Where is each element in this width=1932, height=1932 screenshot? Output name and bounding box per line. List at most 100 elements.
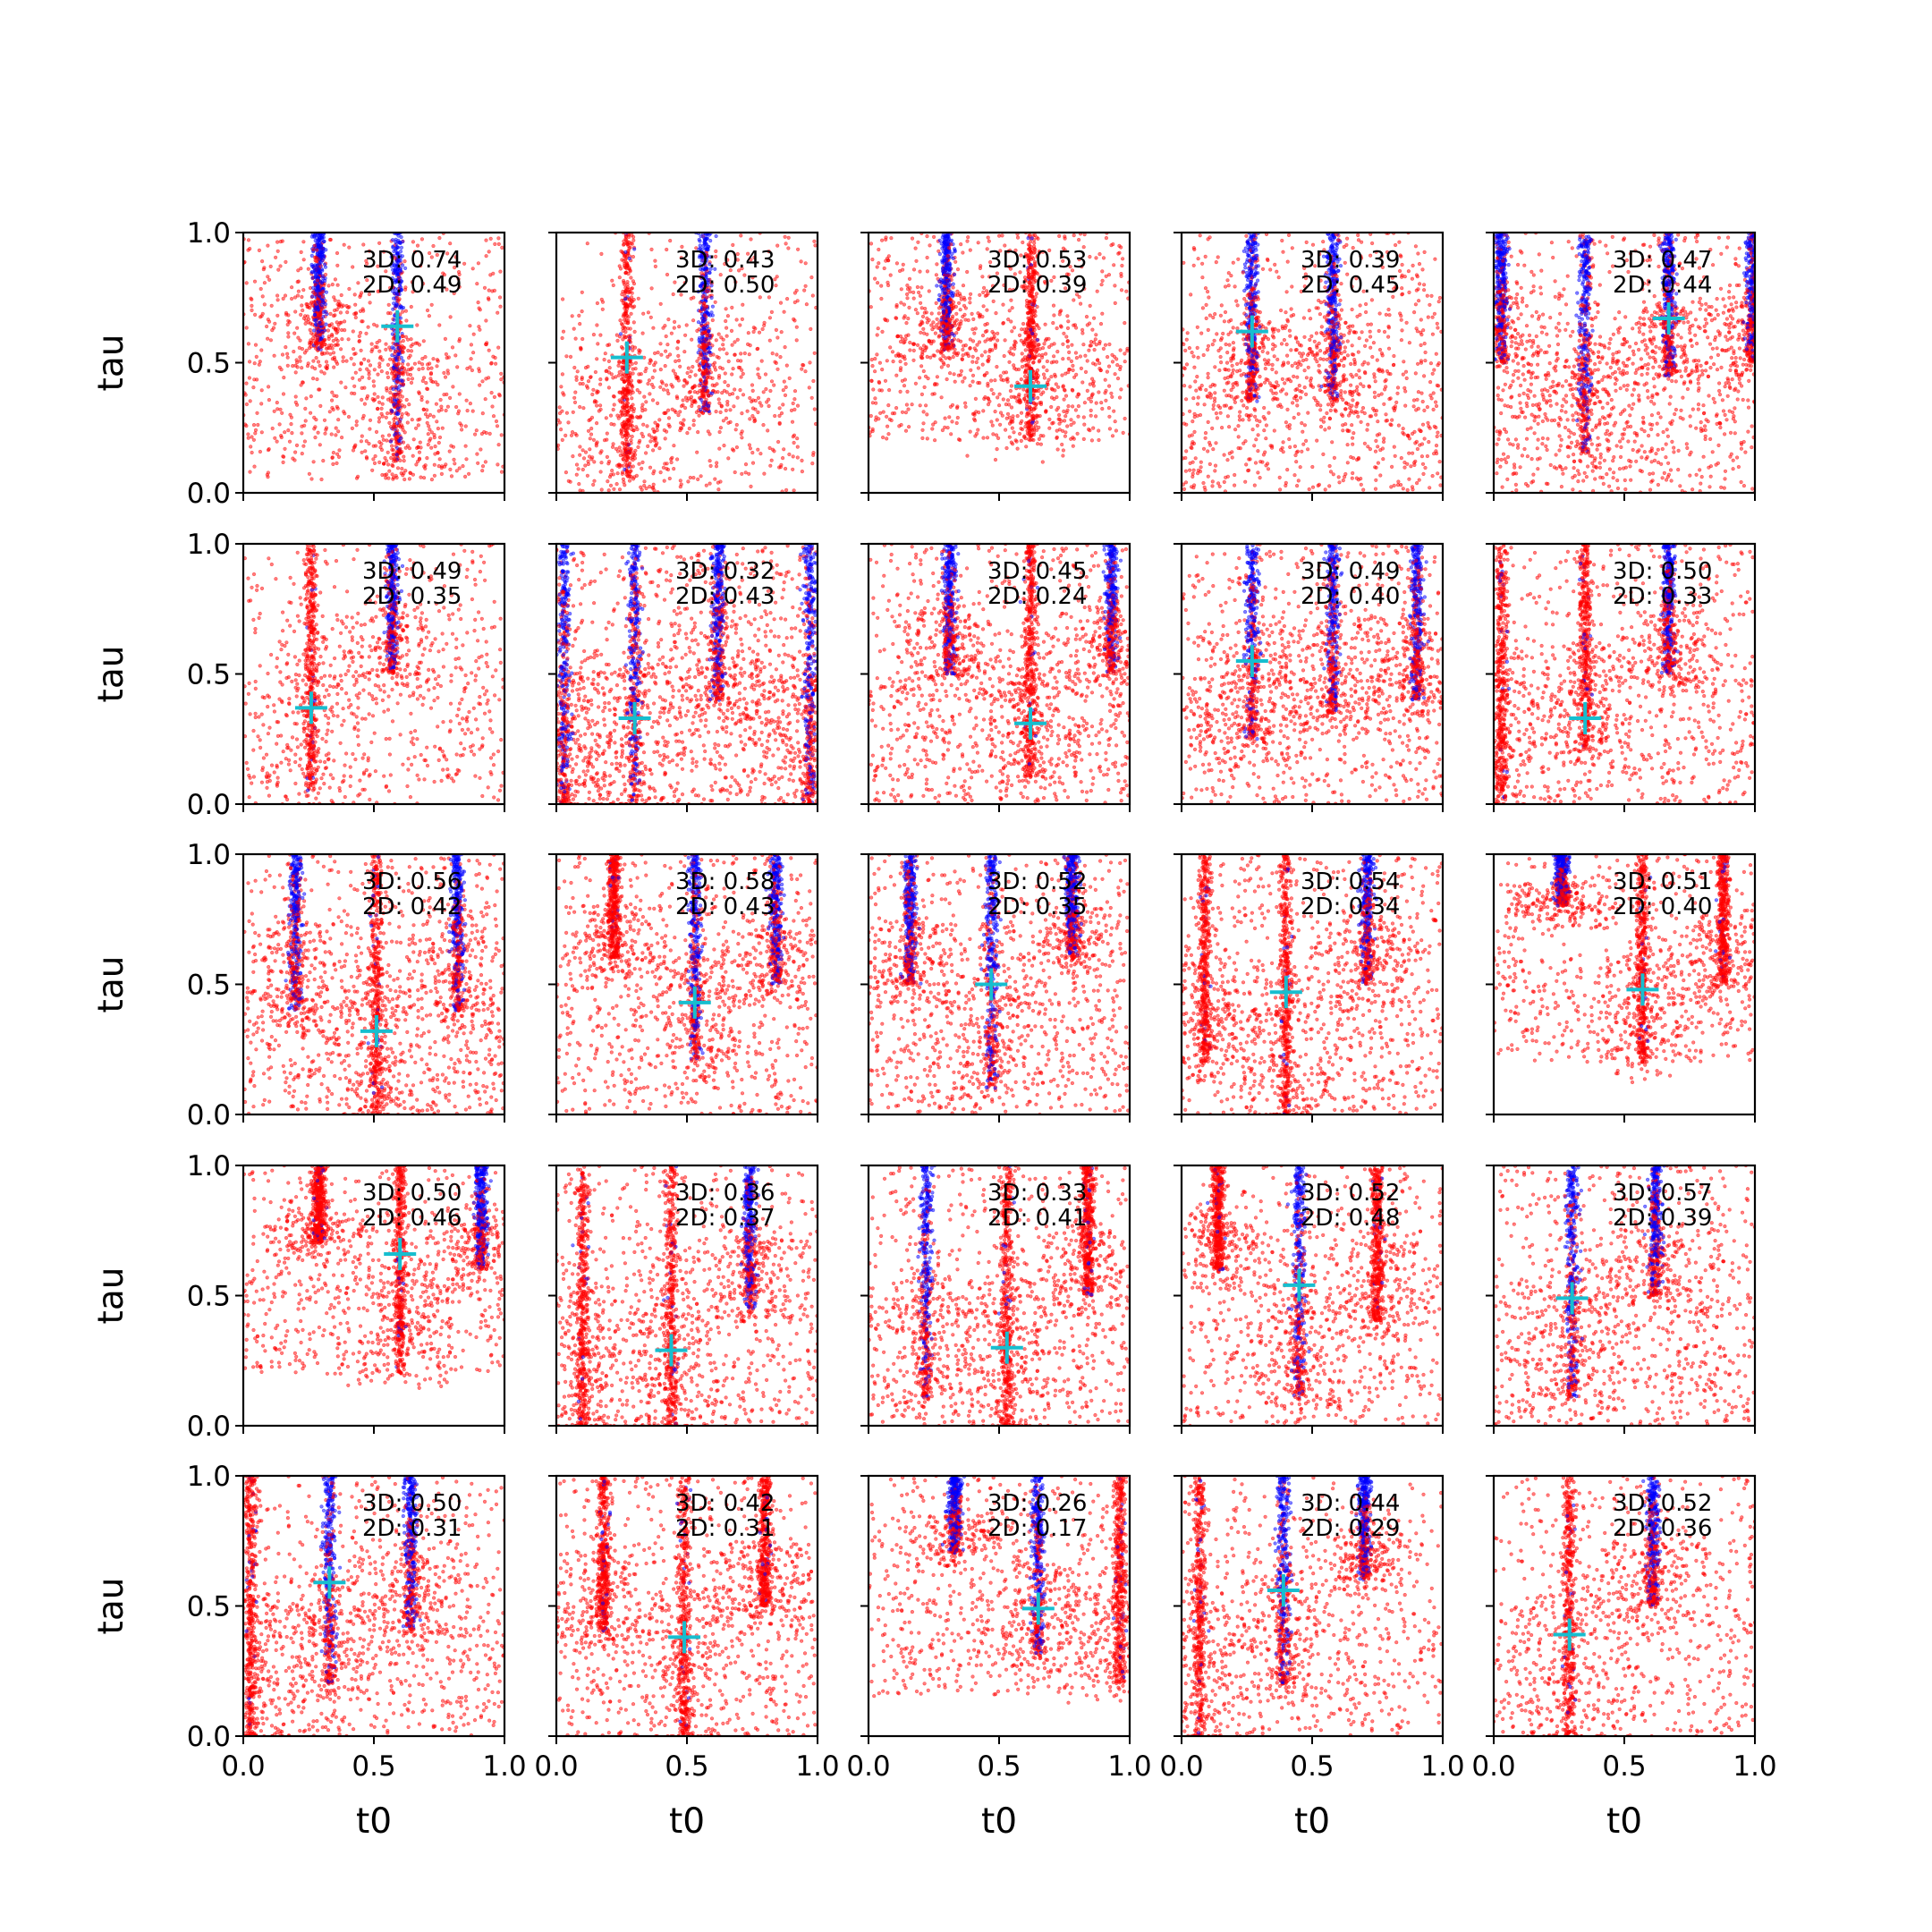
scatter-point <box>787 452 792 457</box>
scatter-point <box>301 240 306 244</box>
scatter-point <box>1059 325 1063 329</box>
scatter-point <box>335 320 339 325</box>
scatter-point <box>265 324 269 329</box>
scatter-point <box>977 340 982 344</box>
scatter-point <box>328 352 333 356</box>
scatter-point <box>429 445 434 450</box>
scatter-point <box>875 281 880 285</box>
scatter-point <box>324 290 329 294</box>
scatter-point <box>420 378 425 384</box>
scatter-point <box>631 464 635 469</box>
scatter-point <box>406 348 411 353</box>
scatter-point <box>322 240 326 244</box>
scatter-point <box>261 267 266 272</box>
scatter-point <box>869 242 874 246</box>
scatter-point <box>966 235 970 240</box>
scatter-point <box>470 351 476 355</box>
scatter-point <box>704 295 709 300</box>
scatter-point <box>428 371 434 376</box>
scatter-point <box>335 338 340 343</box>
scatter-point <box>445 356 449 360</box>
scatter-point <box>397 384 402 388</box>
scatter-point <box>916 290 921 295</box>
scatter-point <box>1106 406 1111 411</box>
scatter-point <box>920 436 925 441</box>
scatter-point <box>659 379 664 384</box>
scatter-point <box>351 329 355 334</box>
scatter-point <box>316 308 321 312</box>
scatter-point <box>702 406 707 411</box>
scatter-point <box>374 429 379 435</box>
scatter-point <box>437 236 442 241</box>
scatter-point <box>764 386 768 392</box>
scatter-point <box>466 471 471 476</box>
scatter-point <box>368 301 372 305</box>
scatter-point <box>600 307 605 311</box>
scatter-point <box>675 396 680 401</box>
scatter-point <box>386 411 390 416</box>
scatter-point <box>699 474 703 479</box>
scatter-point <box>908 285 912 291</box>
scatter-point <box>1121 430 1125 436</box>
scatter-point <box>978 381 982 386</box>
scatter-point <box>747 443 752 447</box>
scatter-point <box>886 388 892 393</box>
scatter-point <box>794 338 799 343</box>
scatter-point <box>313 258 318 263</box>
scatter-point <box>716 397 721 402</box>
scatter-point <box>295 402 300 407</box>
scatter-point <box>317 238 321 242</box>
scatter-point <box>269 303 274 308</box>
scatter-point <box>987 348 992 352</box>
scatter-points <box>556 233 818 493</box>
scatter-point <box>409 349 414 353</box>
scatter-point <box>329 343 334 348</box>
scatter-point <box>1061 342 1065 346</box>
scatter-point <box>1010 329 1014 334</box>
scatter-point <box>995 447 999 452</box>
scatter-point <box>442 393 446 397</box>
scatter-point <box>945 332 949 336</box>
scatter-point <box>391 475 396 480</box>
scatter-point <box>333 313 337 318</box>
scatter-point <box>253 428 258 433</box>
scatter-point <box>779 411 784 416</box>
scatter-point <box>746 331 750 335</box>
scatter-point <box>248 360 252 364</box>
scatter-point <box>908 290 912 294</box>
scatter-point <box>713 300 717 304</box>
scatter-point <box>564 411 570 415</box>
scatter-point <box>360 375 365 379</box>
scatter-point <box>630 286 635 291</box>
scatter-point <box>379 369 384 374</box>
scatter-point <box>317 316 321 320</box>
scatter-point <box>267 447 271 452</box>
scatter-point <box>807 386 811 390</box>
scatter-point <box>407 477 412 481</box>
scatter-point <box>1042 279 1047 284</box>
scatter-point <box>311 247 316 252</box>
scatter-point <box>725 400 730 404</box>
scatter-point <box>1012 430 1016 435</box>
scatter-point <box>723 262 727 267</box>
scatter-point <box>330 455 335 461</box>
scatter-point <box>425 408 429 412</box>
scatter-point <box>1104 388 1108 394</box>
scatter-point <box>628 392 633 396</box>
scatter-point <box>677 325 682 329</box>
scatter-point <box>990 284 996 288</box>
scatter-point <box>689 369 693 374</box>
scatter-point <box>895 334 900 338</box>
scatter-point <box>1043 322 1047 326</box>
scatter-point <box>648 315 653 319</box>
scatter-point <box>1107 342 1112 347</box>
scatter-point <box>318 320 322 325</box>
scatter-point <box>1015 414 1020 419</box>
scatter-point <box>443 336 448 342</box>
scatter-point <box>740 317 745 322</box>
scatter-point <box>1007 421 1013 426</box>
scatter-point <box>679 482 683 487</box>
scatter-point <box>1111 242 1115 247</box>
scatter-point <box>766 428 770 433</box>
